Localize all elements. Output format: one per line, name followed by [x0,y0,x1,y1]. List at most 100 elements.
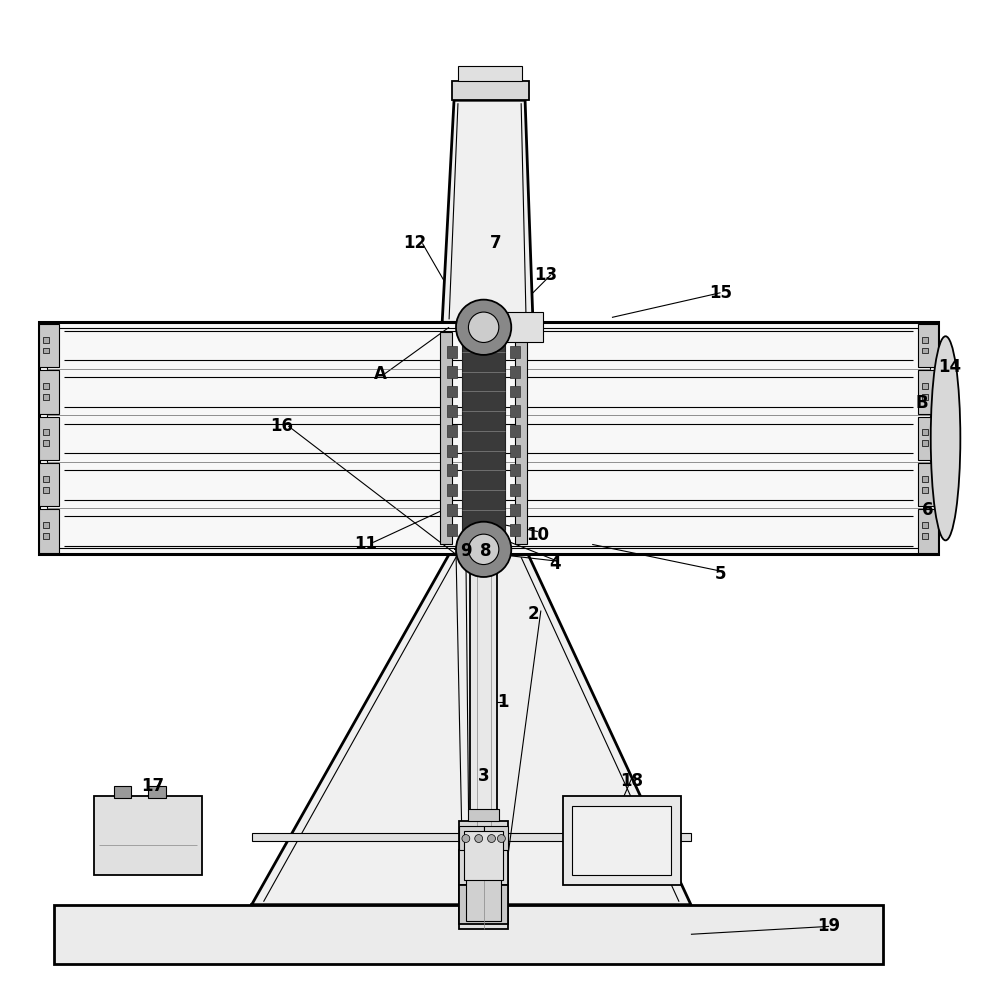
Bar [447,524,457,536]
Bar [440,332,452,544]
Bar [572,806,670,875]
Bar [469,554,497,826]
Text: 2: 2 [527,605,538,623]
Bar [458,826,483,850]
Bar [510,346,520,358]
Bar [447,366,457,378]
Bar [917,463,937,506]
Text: 4: 4 [548,555,560,573]
Bar [917,509,937,553]
Bar [447,346,457,358]
Bar [39,370,59,414]
Bar [467,809,499,821]
Bar [921,394,927,400]
Bar [43,440,49,446]
Text: 9: 9 [459,542,471,560]
Ellipse shape [930,336,959,540]
Bar [917,370,937,414]
Bar [43,394,49,400]
Bar [510,366,520,378]
Text: 11: 11 [353,535,377,553]
Bar [39,417,59,460]
Polygon shape [442,100,532,322]
Circle shape [461,835,469,842]
Bar [43,337,49,343]
Bar [43,429,49,435]
Bar [113,786,131,798]
Bar [458,885,508,924]
Text: 14: 14 [937,358,960,376]
Bar [483,826,508,850]
Bar [458,821,508,885]
Bar [251,833,690,841]
Bar [458,850,508,929]
Bar [43,476,49,482]
Bar [452,81,528,100]
Text: 15: 15 [708,284,732,302]
Bar [447,445,457,457]
Circle shape [487,835,495,842]
Circle shape [468,534,498,565]
Bar [921,383,927,389]
Bar [921,487,927,493]
Bar [510,504,520,516]
Circle shape [474,835,482,842]
Text: 8: 8 [479,542,491,560]
Bar [43,383,49,389]
Text: 1: 1 [497,693,509,711]
Bar [465,862,501,921]
Bar [447,484,457,496]
Text: 7: 7 [489,234,501,252]
Bar [43,348,49,353]
Text: 16: 16 [269,417,293,435]
Bar [447,504,457,516]
Bar [447,386,457,397]
Bar [148,786,166,798]
Bar [917,324,937,367]
Bar [510,445,520,457]
Bar [47,328,929,548]
Bar [447,464,457,476]
Bar [921,348,927,353]
Bar [921,476,927,482]
Bar [510,425,520,437]
Text: 5: 5 [714,565,726,583]
Text: A: A [373,365,387,383]
Bar [39,324,59,367]
Text: 19: 19 [816,917,840,935]
Bar [43,522,49,528]
Text: B: B [915,394,927,412]
Text: 10: 10 [526,526,549,544]
Bar [917,417,937,460]
Bar [43,487,49,493]
Bar [54,905,882,964]
Bar [461,332,505,544]
Circle shape [456,300,511,355]
Bar [493,312,542,342]
Bar [921,429,927,435]
Bar [39,463,59,506]
Bar [510,386,520,397]
Bar [510,524,520,536]
Bar [510,405,520,417]
Circle shape [497,835,505,842]
Bar [921,522,927,528]
Bar [510,464,520,476]
Bar [562,796,680,885]
Bar [43,533,49,539]
Bar [39,509,59,553]
Bar [921,440,927,446]
Circle shape [468,312,498,342]
Text: 18: 18 [619,772,643,790]
Circle shape [456,522,511,577]
Bar [39,322,937,554]
Polygon shape [251,554,690,905]
Text: 12: 12 [402,234,426,252]
Bar [515,332,527,544]
Bar [510,484,520,496]
Bar [94,796,202,875]
Bar [921,533,927,539]
Bar [447,405,457,417]
Bar [921,337,927,343]
Text: 17: 17 [141,777,165,795]
